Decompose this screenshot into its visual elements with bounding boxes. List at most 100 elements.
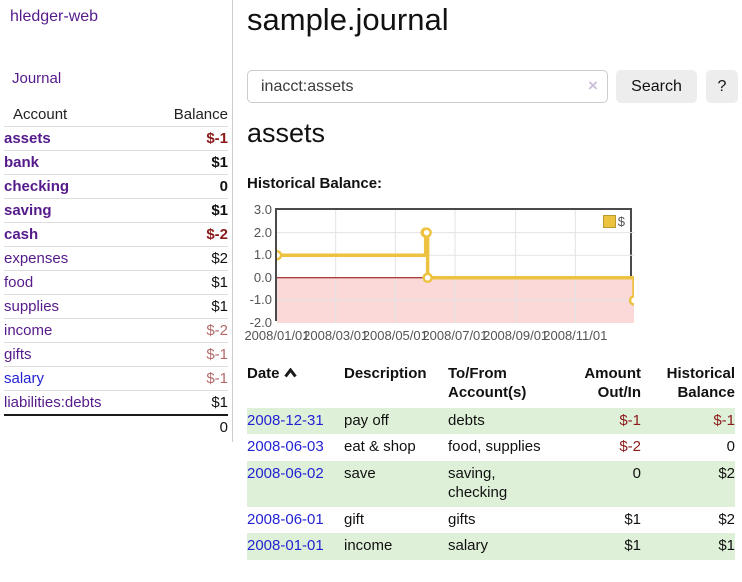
account-balance: $1 <box>211 298 228 315</box>
x-axis-tick-label: 2008/07/01 <box>422 328 488 343</box>
balance-column-header: Balance <box>173 106 228 123</box>
transaction-accounts: debts <box>448 411 485 429</box>
x-axis-tick-label: 2008/01/01 <box>244 328 310 343</box>
transaction-date-link[interactable]: 2008-12-31 <box>247 411 324 429</box>
account-row-food: food $1 <box>4 270 228 295</box>
sidebar: hledger-web Journal Account Balance asse… <box>0 0 233 442</box>
account-link-food[interactable]: food <box>4 274 34 291</box>
date-column-header[interactable]: Date <box>247 363 344 408</box>
description-column-header: Description <box>344 365 427 382</box>
transaction-balance: 0 <box>726 438 735 455</box>
account-link-salary[interactable]: salary <box>4 370 45 387</box>
account-row-liabilities-debts: liabilities:debts $1 <box>4 390 228 416</box>
account-balance: $1 <box>211 394 228 411</box>
amount-column-header: Amount Out/In <box>584 365 641 401</box>
help-button[interactable]: ? <box>706 70 738 103</box>
chart-label: Historical Balance: <box>247 175 383 192</box>
page-title: sample.journal <box>247 2 449 37</box>
transaction-balance: $-1 <box>713 411 735 429</box>
transaction-description: income <box>344 537 393 554</box>
account-link-supplies[interactable]: supplies <box>4 298 60 315</box>
x-axis-tick-label: 2008/03/01 <box>303 328 369 343</box>
register-header-row: Date Description To/From Account(s) Amou… <box>247 363 735 408</box>
account-link-bank[interactable]: bank <box>4 154 40 171</box>
y-axis-tick-label: -2.0 <box>249 315 272 330</box>
transaction-accounts: saving, checking <box>448 464 508 502</box>
clear-search-icon[interactable]: × <box>588 76 598 95</box>
y-axis-tick-label: 2.0 <box>253 224 272 240</box>
register-row: 2008-06-02 save saving, checking 0 $2 <box>247 460 735 507</box>
account-row-cash: cash $-2 <box>4 222 228 247</box>
chart-canvas <box>277 210 634 323</box>
legend-series-label: $ <box>617 214 625 229</box>
sort-ascending-icon <box>283 368 297 378</box>
transaction-description: eat & shop <box>344 438 416 455</box>
transaction-date-link[interactable]: 2008-06-02 <box>247 464 324 482</box>
account-row-salary: salary $-1 <box>4 366 228 391</box>
register-row: 2008-12-31 pay off debts $-1 $-1 <box>247 407 735 434</box>
transaction-balance: $1 <box>718 537 735 554</box>
account-link-checking[interactable]: checking <box>4 178 70 195</box>
register-table: Date Description To/From Account(s) Amou… <box>247 363 735 560</box>
account-row-supplies: supplies $1 <box>4 294 228 319</box>
x-axis-tick-label: 2008/09/01 <box>483 328 549 343</box>
legend-swatch-icon <box>602 215 616 228</box>
y-axis-tick-label: 0.0 <box>253 269 272 285</box>
register-row: 2008-01-01 income salary $1 $1 <box>247 533 735 560</box>
x-axis-tick-label: 2008/11/01 <box>543 328 608 343</box>
search-button[interactable]: Search <box>616 70 697 103</box>
account-balance: $-1 <box>206 130 228 147</box>
account-link-saving[interactable]: saving <box>4 202 52 219</box>
account-balance: $-2 <box>206 226 228 243</box>
transaction-amount: $1 <box>624 537 641 554</box>
account-row-expenses: expenses $2 <box>4 246 228 271</box>
account-link-gifts[interactable]: gifts <box>4 346 32 363</box>
balance-column-header: Historical Balance <box>666 365 735 401</box>
account-balance: $1 <box>211 274 228 291</box>
account-row-assets: assets $-1 <box>4 126 228 151</box>
account-link-expenses[interactable]: expenses <box>4 250 69 267</box>
account-row-gifts: gifts $-1 <box>4 342 228 367</box>
brand-link[interactable]: hledger-web <box>10 8 99 25</box>
account-link-income[interactable]: income <box>4 322 53 339</box>
transaction-date-link[interactable]: 2008-06-03 <box>247 438 324 455</box>
y-axis-tick-label: 3.0 <box>253 202 272 217</box>
transaction-amount: $1 <box>624 510 641 528</box>
register-row: 2008-06-01 gift gifts $1 $2 <box>247 507 735 534</box>
accounts-total-balance: 0 <box>219 419 228 436</box>
account-row-checking: checking 0 <box>4 174 228 199</box>
transaction-accounts: salary <box>448 537 489 554</box>
register-row: 2008-06-03 eat & shop food, supplies $-2… <box>247 434 735 461</box>
account-balance: $-1 <box>206 370 228 387</box>
transaction-date-link[interactable]: 2008-01-01 <box>247 537 324 554</box>
account-balance: $1 <box>211 154 228 171</box>
transaction-description: save <box>344 464 376 482</box>
account-balance: 0 <box>219 178 228 195</box>
transaction-accounts: food, supplies <box>448 438 541 455</box>
account-balance: $1 <box>211 202 228 219</box>
account-balance: $-1 <box>206 346 228 363</box>
transaction-amount: $-1 <box>619 411 641 429</box>
account-link-assets[interactable]: assets <box>4 130 51 147</box>
historical-balance-chart[interactable]: $ <box>275 208 634 323</box>
transaction-amount: 0 <box>632 464 641 482</box>
accounts-column-header: Account <box>13 106 68 123</box>
chart-legend: $ <box>600 213 627 230</box>
transaction-balance: $2 <box>718 464 735 482</box>
account-link-liabilities-debts[interactable]: liabilities:debts <box>4 394 102 411</box>
sidebar-item-journal[interactable]: Journal <box>12 70 62 87</box>
transaction-description: gift <box>344 510 365 528</box>
account-balance: $-2 <box>206 322 228 339</box>
transaction-amount: $-2 <box>619 438 641 455</box>
accounts-header-row: Account Balance <box>4 103 228 127</box>
transaction-date-link[interactable]: 2008-06-01 <box>247 510 324 528</box>
account-row-bank: bank $1 <box>4 150 228 175</box>
accounts-total-row: 0 <box>4 415 228 439</box>
date-header-label: Date <box>247 365 280 382</box>
account-link-cash[interactable]: cash <box>4 226 39 243</box>
search-input[interactable] <box>247 70 608 103</box>
account-row-income: income $-2 <box>4 318 228 343</box>
account-balance: $2 <box>211 250 228 267</box>
x-axis-tick-label: 2008/05/01 <box>362 328 428 343</box>
